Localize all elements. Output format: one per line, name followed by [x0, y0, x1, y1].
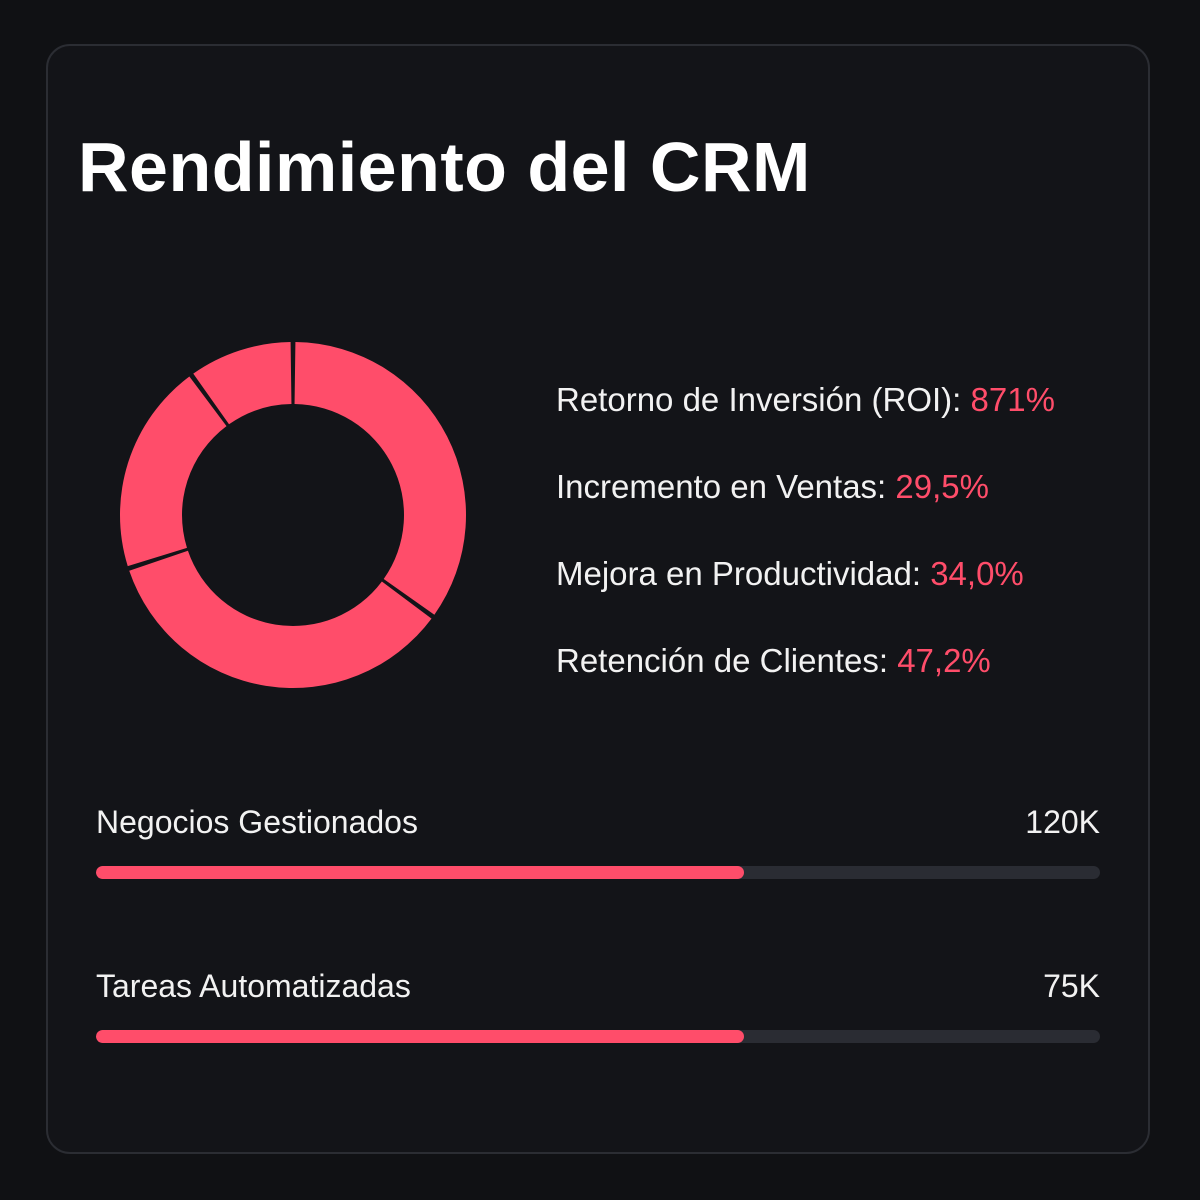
- progress-label: Negocios Gestionados: [96, 804, 418, 840]
- progress-fill: [96, 866, 744, 879]
- metric-value: 34,0%: [930, 555, 1024, 592]
- progress-track: [96, 1030, 1100, 1043]
- donut-slice-2: [129, 550, 432, 688]
- metric-sales-increase: Incremento en Ventas: 29,5%: [556, 459, 1156, 546]
- deals-managed-progress: Negocios Gestionados 120K: [96, 804, 1100, 879]
- crm-performance-card: [46, 44, 1150, 1154]
- page-title: Rendimiento del CRM: [78, 128, 811, 206]
- metric-value: 871%: [970, 381, 1055, 418]
- progress-fill: [96, 1030, 744, 1043]
- donut-slice-1: [294, 342, 466, 615]
- metrics-list: Retorno de Inversión (ROI): 871% Increme…: [556, 372, 1156, 720]
- donut-slice-4: [193, 342, 292, 425]
- metric-label: Mejora en Productividad:: [556, 555, 922, 592]
- automated-tasks-progress: Tareas Automatizadas 75K: [96, 968, 1100, 1043]
- metric-roi: Retorno de Inversión (ROI): 871%: [556, 372, 1156, 459]
- progress-amount: 120K: [1025, 804, 1100, 840]
- metric-label: Incremento en Ventas:: [556, 468, 887, 505]
- progress-label: Tareas Automatizadas: [96, 968, 411, 1004]
- metric-value: 29,5%: [895, 468, 989, 505]
- progress-track: [96, 866, 1100, 879]
- metric-value: 47,2%: [897, 642, 991, 679]
- donut-slice-3: [119, 376, 227, 567]
- metric-label: Retorno de Inversión (ROI):: [556, 381, 962, 418]
- donut-chart: [119, 342, 466, 688]
- metric-label: Retención de Clientes:: [556, 642, 889, 679]
- metric-productivity: Mejora en Productividad: 34,0%: [556, 546, 1156, 633]
- progress-amount: 75K: [1043, 968, 1100, 1004]
- metric-retention: Retención de Clientes: 47,2%: [556, 633, 1156, 720]
